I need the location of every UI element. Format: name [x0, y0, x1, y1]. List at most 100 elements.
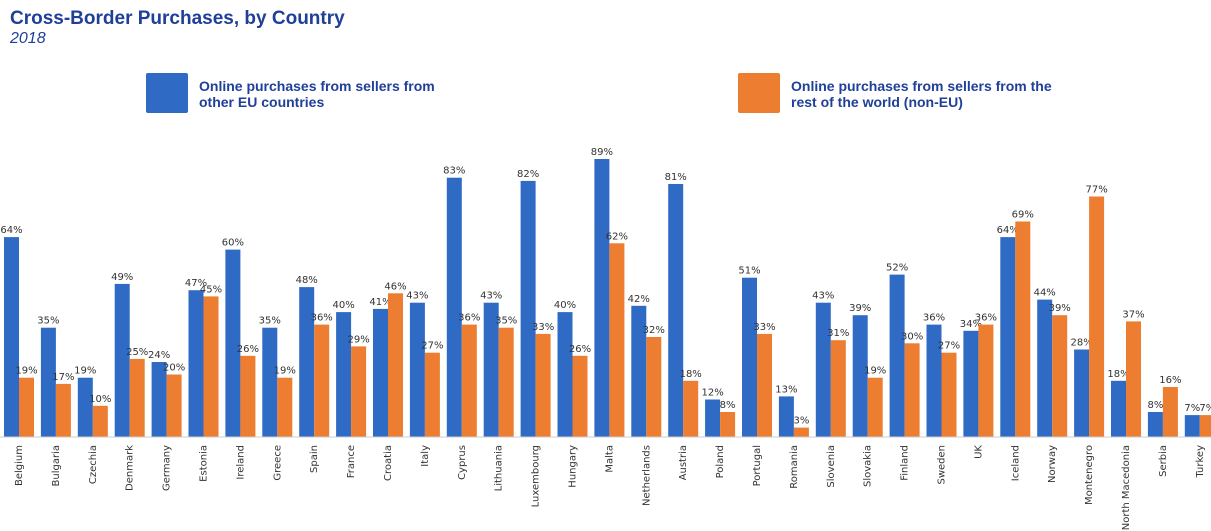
- x-tick-label-estonia: Estonia: [199, 445, 210, 482]
- data-label-non-eu-denmark: 25%: [126, 347, 148, 358]
- bar-eu-france: [336, 312, 352, 437]
- data-label-non-eu-estonia: 45%: [200, 284, 222, 295]
- data-label-eu-slovenia: 43%: [812, 291, 834, 302]
- bar-eu-hungary: [557, 312, 573, 437]
- data-label-non-eu-bulgaria: 17%: [52, 372, 74, 383]
- x-tick-label-portugal: Portugal: [752, 445, 763, 486]
- bar-non-eu-slovenia: [830, 340, 846, 437]
- x-tick-label-montenegro: Montenegro: [1084, 445, 1095, 505]
- data-label-eu-turkey: 7%: [1184, 403, 1200, 414]
- legend-item-non-eu: Online purchases from sellers from the r…: [738, 73, 1071, 113]
- data-label-eu-czechia: 19%: [74, 366, 96, 377]
- bar-non-eu-netherlands: [646, 337, 662, 437]
- bar-eu-slovakia: [852, 315, 868, 437]
- data-label-non-eu-montenegro: 77%: [1085, 185, 1107, 196]
- bar-non-eu-cyprus: [461, 324, 477, 437]
- data-label-non-eu-iceland: 69%: [1012, 210, 1034, 221]
- data-label-eu-uk: 34%: [960, 319, 982, 330]
- bar-eu-ireland: [225, 249, 241, 437]
- bar-eu-austria: [668, 184, 684, 437]
- data-label-non-eu-cyprus: 36%: [458, 313, 480, 324]
- x-tick-label-hungary: Hungary: [568, 445, 579, 488]
- x-tick-label-serbia: Serbia: [1158, 445, 1169, 477]
- data-label-non-eu-lithuania: 35%: [495, 316, 517, 327]
- data-label-eu-hungary: 40%: [554, 300, 576, 311]
- data-label-eu-denmark: 49%: [111, 272, 133, 283]
- data-label-eu-sweden: 36%: [923, 313, 945, 324]
- bar-eu-belgium: [4, 237, 19, 437]
- x-tick-label-italy: Italy: [420, 445, 431, 467]
- bar-non-eu-finland: [904, 343, 920, 437]
- bar-non-eu-czechia: [92, 405, 108, 437]
- data-label-non-eu-belgium: 19%: [15, 366, 37, 377]
- data-label-non-eu-poland: 8%: [720, 400, 736, 411]
- data-label-eu-cyprus: 83%: [443, 166, 465, 177]
- legend-label-non-eu: Online purchases from sellers from the r…: [791, 78, 1052, 110]
- bar-eu-serbia: [1147, 412, 1163, 437]
- bar-eu-poland: [705, 399, 721, 437]
- bar-eu-norway: [1037, 299, 1053, 437]
- x-tick-label-north-macedonia: North Macedonia: [1121, 445, 1132, 530]
- x-tick-label-spain: Spain: [309, 445, 320, 473]
- data-label-non-eu-germany: 20%: [163, 363, 185, 374]
- x-tick-label-france: France: [346, 445, 357, 478]
- data-label-non-eu-hungary: 26%: [569, 344, 591, 355]
- bar-non-eu-luxembourg: [535, 333, 551, 437]
- x-tick-label-turkey: Turkey: [1195, 445, 1206, 479]
- bar-eu-spain: [299, 287, 315, 437]
- bar-non-eu-norway: [1052, 315, 1068, 437]
- x-tick-label-sweden: Sweden: [937, 445, 948, 485]
- data-label-non-eu-austria: 18%: [680, 369, 702, 380]
- data-label-eu-finland: 52%: [886, 263, 908, 274]
- data-label-non-eu-greece: 19%: [274, 366, 296, 377]
- x-tick-label-slovenia: Slovenia: [826, 445, 837, 488]
- bar-eu-netherlands: [631, 305, 647, 437]
- x-tick-label-ireland: Ireland: [235, 445, 246, 480]
- bar-non-eu-turkey: [1199, 415, 1211, 437]
- data-label-non-eu-finland: 30%: [901, 331, 923, 342]
- data-label-non-eu-spain: 36%: [311, 313, 333, 324]
- x-tick-label-germany: Germany: [162, 445, 173, 491]
- data-label-non-eu-ireland: 26%: [237, 344, 259, 355]
- bar-non-eu-north-macedonia: [1126, 321, 1141, 437]
- bar-eu-czechia: [77, 377, 93, 437]
- data-label-eu-luxembourg: 82%: [517, 169, 539, 180]
- bar-eu-slovenia: [815, 302, 831, 437]
- legend-swatch-eu: [146, 73, 188, 113]
- legend-label-eu: Online purchases from sellers from other…: [199, 78, 435, 110]
- bar-non-eu-portugal: [757, 333, 772, 437]
- bar-eu-malta: [594, 159, 610, 437]
- x-tick-label-luxembourg: Luxembourg: [531, 445, 542, 507]
- bar-eu-cyprus: [446, 177, 462, 437]
- bar-non-eu-sweden: [941, 352, 957, 437]
- data-label-eu-greece: 35%: [259, 316, 281, 327]
- bar-eu-romania: [778, 396, 794, 437]
- bar-non-eu-germany: [166, 374, 182, 437]
- bar-non-eu-france: [351, 346, 367, 437]
- x-tick-label-norway: Norway: [1047, 445, 1058, 483]
- data-label-non-eu-france: 29%: [347, 334, 369, 345]
- bar-non-eu-serbia: [1162, 387, 1178, 437]
- data-label-non-eu-romania: 3%: [793, 416, 809, 427]
- bar-non-eu-austria: [683, 380, 699, 437]
- data-label-eu-north-macedonia: 18%: [1107, 369, 1129, 380]
- data-label-non-eu-netherlands: 32%: [643, 325, 665, 336]
- x-tick-label-slovakia: Slovakia: [863, 445, 874, 487]
- data-label-non-eu-north-macedonia: 37%: [1122, 309, 1144, 320]
- data-label-non-eu-slovakia: 19%: [864, 366, 886, 377]
- bar-non-eu-montenegro: [1089, 196, 1105, 437]
- bar-eu-sweden: [926, 324, 942, 437]
- x-tick-label-finland: Finland: [900, 445, 911, 481]
- bar-eu-iceland: [1000, 237, 1016, 437]
- bar-non-eu-bulgaria: [55, 383, 71, 437]
- x-tick-label-belgium: Belgium: [14, 445, 25, 486]
- data-label-non-eu-sweden: 27%: [938, 341, 960, 352]
- bar-non-eu-estonia: [203, 296, 219, 437]
- data-label-eu-croatia: 41%: [369, 297, 391, 308]
- data-label-non-eu-norway: 39%: [1049, 303, 1071, 314]
- bar-non-eu-malta: [609, 243, 625, 437]
- data-label-eu-slovakia: 39%: [849, 303, 871, 314]
- bar-eu-finland: [889, 274, 905, 437]
- bar-eu-portugal: [742, 277, 757, 437]
